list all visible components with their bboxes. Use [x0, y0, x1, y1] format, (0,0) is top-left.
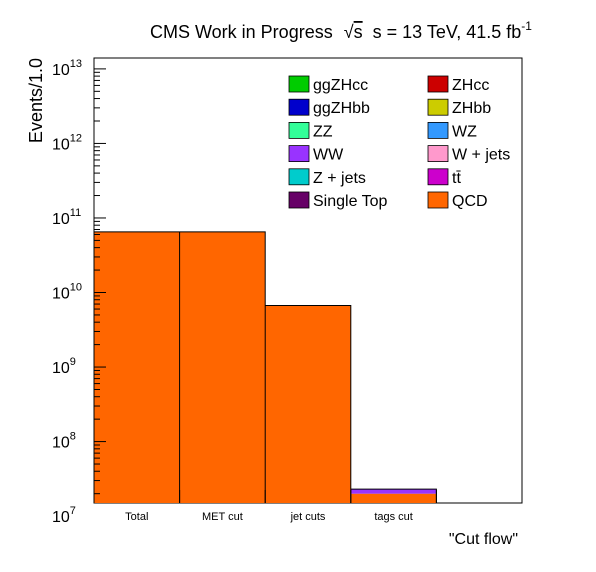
legend-label: W + jets [452, 147, 510, 164]
y-tick-label: 107 [52, 505, 76, 526]
x-axis-title: "Cut flow" [449, 531, 518, 548]
legend-label: Z + jets [313, 170, 366, 187]
sqrt-symbol: √ [344, 22, 354, 42]
legend-swatch [288, 191, 310, 209]
legend-label: ZZ [313, 123, 333, 140]
legend-swatch [288, 168, 310, 186]
legend-label: ZHcc [452, 77, 489, 94]
chart-title: CMS Work in Progress √s s = 13 TeV, 41.5… [150, 19, 532, 42]
legend-swatch [288, 122, 310, 139]
legend: ggZHcc ZHcc ggZHbb ZHbb ZZ WZ WW W + jets Z + je… [288, 75, 510, 210]
sqrt-s-variable: s [354, 22, 363, 42]
bar-qcd-2 [265, 305, 351, 503]
legend-swatch [288, 75, 310, 93]
bar-qcd-0 [94, 231, 180, 503]
x-tick-label: jet cuts [290, 511, 326, 523]
legend-label: ggZHbb [313, 100, 370, 117]
chart-title-energy: s = 13 TeV, 41.5 fb [373, 22, 522, 42]
bar-ww-3 [350, 489, 437, 494]
legend-label: WZ [452, 123, 477, 140]
bar-qcd-1 [179, 231, 266, 503]
legend-swatch [427, 168, 449, 186]
legend-label: tt̄ [452, 170, 461, 187]
x-tick-label: Total [125, 511, 148, 523]
stack-outline [93, 231, 437, 503]
x-axis: Total MET cut jet cuts tags cut [125, 490, 437, 523]
chart-title-lumi-exponent: -1 [521, 19, 532, 33]
y-tick-label: 1013 [52, 58, 82, 79]
y-axis: 107 108 109 1010 1011 1012 1013 [52, 58, 106, 526]
legend-swatch [288, 98, 310, 116]
legend-swatch [427, 191, 449, 209]
bar-qcd-3 [350, 493, 437, 503]
stacked-bars [93, 231, 437, 503]
legend-label: ZHbb [452, 100, 491, 117]
legend-label: ggZHcc [313, 77, 368, 94]
legend-label: Single Top [313, 193, 388, 210]
y-tick-label: 109 [52, 356, 76, 377]
chart-title-main: CMS Work in Progress [150, 22, 333, 42]
y-tick-label: 108 [52, 431, 76, 452]
legend-label: WW [313, 147, 344, 164]
legend-swatch [427, 98, 449, 116]
x-tick-label: MET cut [202, 511, 243, 523]
y-axis-title: Events/1.0 [26, 58, 46, 143]
legend-label: QCD [452, 193, 488, 210]
legend-swatch [288, 145, 310, 163]
y-tick-label: 1011 [52, 207, 81, 228]
x-tick-label: tags cut [374, 511, 413, 523]
legend-swatch [427, 75, 449, 93]
y-tick-label: 1012 [52, 132, 82, 153]
legend-swatch [427, 145, 449, 163]
y-tick-label: 1010 [52, 282, 82, 303]
legend-swatch [427, 122, 449, 139]
